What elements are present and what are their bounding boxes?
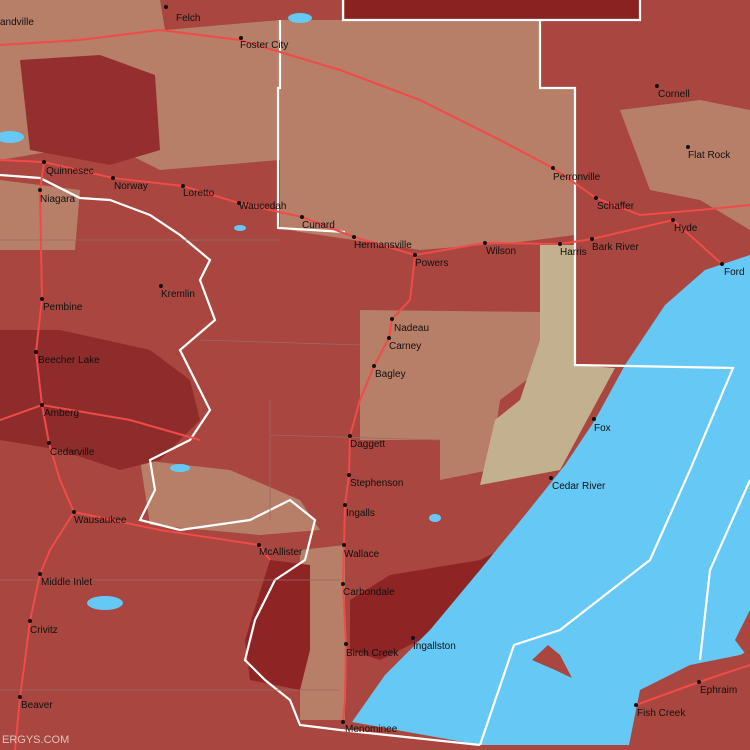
place-label: Ephraim <box>700 685 737 696</box>
light-regions <box>0 0 750 720</box>
place-label: Harris <box>560 247 587 258</box>
place-label: Ingallston <box>413 641 456 652</box>
place-label: Pembine <box>43 302 83 313</box>
place-label: Bark River <box>592 242 639 253</box>
place-dot <box>111 176 115 180</box>
dark-regions <box>0 0 640 690</box>
place-dot <box>671 218 675 222</box>
place-label: andville <box>0 17 34 28</box>
place-dot <box>40 403 44 407</box>
place-dot <box>390 317 394 321</box>
place-label: Wallace <box>344 549 380 560</box>
place-dot <box>686 145 690 149</box>
place-dot <box>42 160 46 164</box>
place-dot <box>38 188 42 192</box>
place-dot <box>341 582 345 586</box>
place-dot <box>237 201 241 205</box>
place-label: Powers <box>415 258 448 269</box>
place-label: Kremlin <box>161 289 195 300</box>
place-dot <box>551 166 555 170</box>
place-label: Hermansville <box>354 240 412 251</box>
place-dot <box>239 36 243 40</box>
place-dot <box>164 5 168 9</box>
watermark: ERGYS.COM <box>2 734 69 746</box>
place-dot <box>549 476 553 480</box>
place-label: Wilson <box>486 246 516 257</box>
place-dot <box>483 241 487 245</box>
place-label: Foster City <box>240 40 288 51</box>
place-label: Waucedah <box>239 201 286 212</box>
place-label: Quinnesec <box>46 166 94 177</box>
place-label: Schaffer <box>597 201 635 212</box>
place-dot <box>47 441 51 445</box>
place-dot <box>347 473 351 477</box>
place-dot <box>34 350 38 354</box>
place-label: Ford <box>724 267 745 278</box>
place-dot <box>257 543 261 547</box>
place-label: Carbondale <box>343 587 395 598</box>
minor-roads <box>0 239 441 691</box>
place-label: Menominee <box>345 724 398 735</box>
place-label: Cunard <box>302 220 335 231</box>
place-label: Wausaukee <box>74 515 127 526</box>
place-label: Fox <box>594 423 611 434</box>
inland-lakes <box>0 13 441 610</box>
place-label: McAllister <box>259 547 303 558</box>
place-dot <box>372 364 376 368</box>
place-label: Carney <box>389 341 421 352</box>
place-label: Flat Rock <box>688 150 731 161</box>
place-label: Middle Inlet <box>41 577 92 588</box>
place-dot <box>411 636 415 640</box>
place-label: Norway <box>114 181 148 192</box>
place-label: Cedar River <box>552 481 606 492</box>
place-label: Cedarville <box>50 447 95 458</box>
place-dot <box>348 434 352 438</box>
place-label: Fish Creek <box>637 708 686 719</box>
place-dot <box>40 297 44 301</box>
place-dot <box>344 642 348 646</box>
place-dot <box>634 703 638 707</box>
place-dot <box>352 235 356 239</box>
place-dot <box>181 184 185 188</box>
place-label: Daggett <box>350 439 385 450</box>
place-label: Cornell <box>658 89 690 100</box>
place-dot <box>342 543 346 547</box>
place-dot <box>159 284 163 288</box>
place-dot <box>72 510 76 514</box>
place-label: Nadeau <box>394 323 429 334</box>
place-dot <box>300 215 304 219</box>
place-label: Felch <box>176 13 200 24</box>
place-label: Hyde <box>674 223 698 234</box>
place-dot <box>343 503 347 507</box>
place-dot <box>720 262 724 266</box>
place-label: Stephenson <box>350 478 403 489</box>
place-label: Perronville <box>553 172 601 183</box>
place-dot <box>28 619 32 623</box>
place-dot <box>387 336 391 340</box>
place-label: Niagara <box>40 194 75 205</box>
place-label: Loretto <box>183 188 215 199</box>
place-label: Beecher Lake <box>38 355 100 366</box>
place-label: Ingalls <box>346 508 375 519</box>
place-dot <box>592 417 596 421</box>
place-dot <box>594 196 598 200</box>
place-dot <box>341 720 345 724</box>
place-dot <box>655 84 659 88</box>
place-dot <box>590 237 594 241</box>
place-label: Beaver <box>21 700 53 711</box>
place-label: Crivitz <box>30 625 58 636</box>
place-dot <box>413 253 417 257</box>
place-dot <box>697 680 701 684</box>
place-label: Amberg <box>44 408 79 419</box>
place-dot <box>38 572 42 576</box>
place-label: Bagley <box>375 369 406 380</box>
place-dot <box>558 242 562 246</box>
place-dot <box>18 695 22 699</box>
place-label: Birch Creek <box>346 648 399 659</box>
places: andville Felch Foster City Quinnesec Norway L… <box>0 5 745 735</box>
lake <box>352 255 750 745</box>
